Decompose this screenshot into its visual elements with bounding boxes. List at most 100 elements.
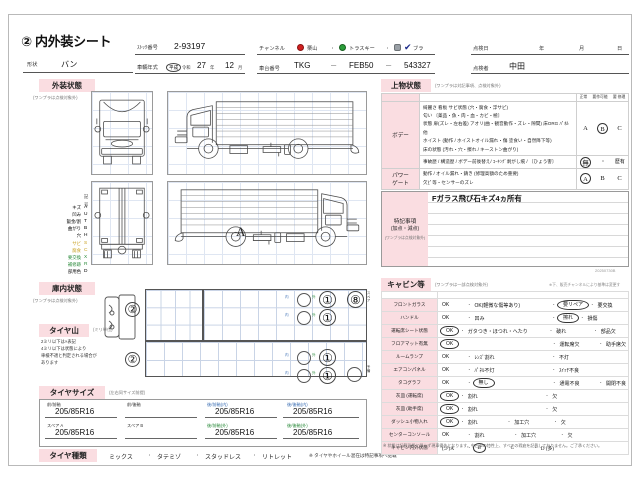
cabin-opt[interactable]: 通電不良 [559, 380, 580, 387]
cabin-opt[interactable]: OK [442, 354, 450, 360]
chassis-part-2[interactable]: FEB50 [349, 61, 374, 70]
cabin-opt[interactable]: 破れ [556, 328, 567, 335]
cabin-opt[interactable]: 加工穴 [514, 419, 530, 426]
cabin-opt[interactable]: ガタつき・ほつれ・へたり [467, 328, 528, 335]
cabin-opt[interactable]: OK [442, 302, 450, 308]
cabin-row-options[interactable]: OK ・ 凹み ・ 擦れ ・ 損傷 [437, 311, 629, 325]
table-row[interactable]: タコグラフ OK ・ 無し ・ 通電不良 ・ 開閉不良 [381, 376, 629, 390]
table-row[interactable]: キャビン内外状態 (少)A ・ B ・ C ・ D (多) [381, 441, 629, 455]
cabin-opt[interactable]: 助手席欠 [605, 341, 626, 348]
table-row[interactable]: ダッシュ小物入れ OK ・ 割れ ・ 加工穴 ・ 欠 [381, 415, 629, 429]
tread-rear-4-outer[interactable]: ① [319, 367, 336, 384]
tread-rear-1-outer[interactable]: ① [319, 291, 336, 308]
cabin-opt[interactable]: C [510, 445, 515, 451]
cabin-row-options[interactable]: OK ・ 割れ ・ 欠 [437, 389, 629, 403]
cabin-opt-selected[interactable]: 要リペア [557, 300, 590, 310]
cabin-opt[interactable]: OK [442, 380, 450, 386]
cabin-opt[interactable]: 損傷 [587, 315, 598, 322]
cabin-row-options[interactable]: OK ・ ガタつき・ほつれ・へたり ・ 破れ ・ 部品欠 [437, 324, 629, 338]
upper-body-grades-body[interactable]: A B C [576, 100, 629, 157]
cabin-opt[interactable]: 割れ [467, 419, 478, 426]
tire-size-value-7[interactable]: 205/85R16 [293, 428, 333, 437]
tread-grid-rear[interactable] [203, 289, 367, 341]
tire-type-option-1[interactable]: タテミゾ [157, 455, 182, 461]
chassis-part-3[interactable]: 543327 [404, 61, 431, 70]
cabin-opt-selected[interactable]: 擦れ [557, 313, 580, 323]
cabin-opt[interactable]: 運転席欠 [559, 341, 580, 348]
table-row[interactable]: フロントガラス OK ・ OK(軽微な傷等あり) ・ 要リペア ・ 要交換 [381, 298, 629, 312]
tire-size-value-0[interactable]: 205/85R16 [55, 407, 95, 416]
chassis-part-1[interactable]: TKG [294, 61, 311, 70]
table-row[interactable]: 運転席シート状態 OK ・ ガタつき・ほつれ・へたり ・ 破れ ・ 部品欠 [381, 324, 629, 338]
cabin-row-options[interactable]: OK ・ 無し ・ 通電不良 ・ 開閉不良 [437, 376, 629, 390]
grade-option-B-selected[interactable]: B [597, 123, 608, 135]
tread-rear-2-outer[interactable]: ① [319, 309, 336, 326]
cabin-opt[interactable]: 欠 [560, 419, 566, 426]
tread-extra[interactable] [347, 367, 362, 382]
cabin-opt[interactable]: (少)A [442, 446, 454, 452]
table-row[interactable]: 灰皿 (助手席) OK ・ 割れ ・ 欠 [381, 402, 629, 416]
cabin-row-options[interactable]: OK ・ 運転席欠 ・ 助手席欠 [437, 337, 629, 351]
table-row[interactable]: センターコンソール OK ・ 割れ ・ 加工穴 ・ 欠 [381, 428, 629, 442]
tire-size-value-6[interactable]: 205/85R16 [215, 428, 255, 437]
tread-rear-2-inner[interactable] [297, 311, 311, 325]
cabin-row-options[interactable]: (少)A ・ B ・ C ・ D (多) [437, 441, 629, 455]
cabin-row-options[interactable]: OK ・ ﾊﾟﾈﾙ不灯 ・ ｽｲｯﾁ不良 [437, 363, 629, 377]
special-notes-text[interactable]: Fガラス飛び石キズ4ヵ所有 [432, 194, 522, 203]
cabin-opt-selected[interactable]: OK [440, 417, 460, 427]
tread-rear-1-inner[interactable] [297, 293, 311, 307]
tire-size-value-2[interactable]: 205/85R16 [215, 407, 255, 416]
tread-front-left[interactable]: ② [125, 302, 140, 317]
tread-rear-4-inner[interactable] [297, 369, 311, 383]
cabin-opt-selected[interactable]: 無し [472, 378, 495, 388]
history-option-has[interactable]: 歴有 [614, 159, 625, 165]
cabin-opt[interactable]: D (多) [540, 446, 555, 452]
cabin-opt[interactable]: OK [442, 315, 450, 321]
tire-type-option-0[interactable]: ミックス [109, 455, 133, 461]
cabin-opt-selected[interactable]: B [472, 443, 486, 453]
channel-3-label[interactable]: ブラ [413, 46, 424, 52]
pg-grade-A-selected[interactable]: A [580, 173, 591, 185]
pg-grade-B[interactable]: B [600, 175, 605, 183]
era-heisei[interactable]: 平成 [166, 63, 182, 72]
tread-front-right[interactable]: ② [125, 352, 140, 367]
special-notes-lines[interactable] [428, 192, 628, 266]
cabin-opt-selected[interactable]: OK [440, 326, 460, 336]
shape-value[interactable]: バン [61, 60, 78, 69]
grade-option-C[interactable]: C [617, 125, 622, 133]
cabin-opt[interactable]: 開閉不良 [605, 380, 626, 387]
channel-2-label[interactable]: トラスキー [349, 46, 375, 52]
tread-rear-3-outer[interactable]: ① [319, 349, 336, 366]
cabin-row-options[interactable]: OK ・ ﾚﾝｽﾞ割れ ・ 不灯 [437, 350, 629, 364]
cabin-opt[interactable]: 凹み [474, 315, 485, 322]
cabin-opt[interactable]: 欠 [552, 406, 558, 413]
tire-size-value-4[interactable]: 205/85R16 [55, 428, 95, 437]
tread-rear-3-inner[interactable] [297, 351, 311, 365]
diagram-front-view[interactable] [91, 91, 153, 175]
stock-number-value[interactable]: 2-93197 [174, 41, 206, 51]
special-notes-box[interactable]: 特記事項 (加点・減点) (ワンプラは点検対象外) Fガラス飛び石キズ4ヵ所有 [381, 191, 629, 267]
cabin-opt-selected[interactable]: OK [440, 339, 460, 349]
pg-grade-C[interactable]: C [617, 175, 622, 183]
cabin-opt-selected[interactable]: OK [440, 404, 460, 414]
table-row[interactable]: フロアマット有無 OK ・ 運転席欠 ・ 助手席欠 [381, 337, 629, 351]
table-row[interactable]: ハンドル OK ・ 凹み ・ 擦れ ・ 損傷 [381, 311, 629, 325]
cabin-opt-selected[interactable]: OK [440, 391, 460, 401]
cabin-opt[interactable]: 部品欠 [600, 328, 616, 335]
era-reiwa[interactable]: 令和 [182, 65, 191, 70]
powergate-grades[interactable]: A B C [576, 167, 629, 190]
history-grades[interactable]: 無 ・ 歴有 [576, 155, 629, 169]
tire-type-option-2[interactable]: スタッドレス [205, 455, 242, 461]
cabin-row-options[interactable]: OK ・ OK(軽微な傷等あり) ・ 要リペア ・ 要交換 [437, 298, 629, 312]
cabin-opt[interactable]: OK [442, 367, 450, 373]
tread-grid-front[interactable] [145, 289, 203, 341]
year-value[interactable]: 27 [197, 61, 206, 70]
cabin-opt[interactable]: 割れ [467, 406, 478, 413]
cabin-opt[interactable]: OK [442, 432, 450, 438]
tire-size-value-3[interactable]: 205/85R16 [293, 407, 333, 416]
month-value[interactable]: 12 [225, 61, 234, 70]
cabin-opt[interactable]: 不灯 [559, 354, 570, 361]
cabin-opt[interactable]: 欠 [567, 432, 573, 439]
cabin-row-options[interactable]: OK ・ 割れ ・ 加工穴 ・ 欠 [437, 428, 629, 442]
table-row[interactable]: ルームランプ OK ・ ﾚﾝｽﾞ割れ ・ 不灯 [381, 350, 629, 364]
